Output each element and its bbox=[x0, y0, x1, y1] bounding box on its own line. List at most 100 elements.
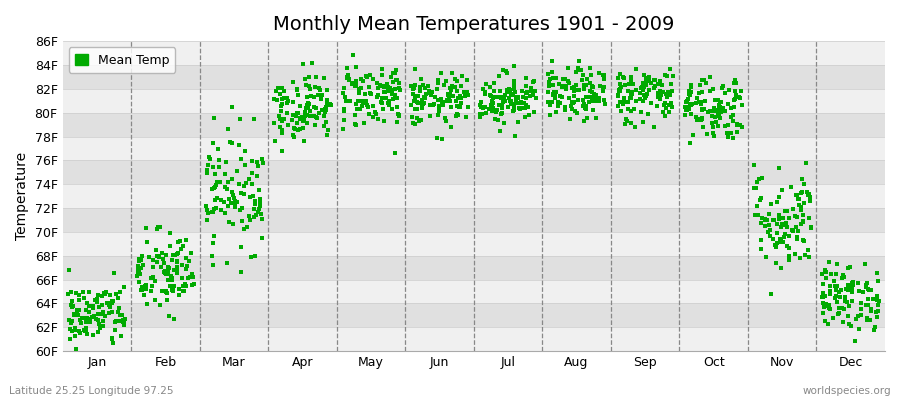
Point bbox=[569, 86, 583, 93]
Point bbox=[320, 132, 334, 138]
Point bbox=[819, 274, 833, 281]
Point bbox=[70, 308, 85, 314]
Point bbox=[79, 327, 94, 333]
Point bbox=[220, 186, 234, 192]
Point bbox=[422, 102, 436, 108]
Point bbox=[727, 96, 742, 103]
Point bbox=[275, 96, 290, 102]
Point bbox=[691, 99, 706, 105]
Point bbox=[706, 86, 720, 93]
Point bbox=[696, 124, 710, 130]
Point bbox=[822, 259, 836, 266]
Point bbox=[223, 139, 238, 145]
Point bbox=[139, 286, 153, 292]
Point bbox=[292, 103, 307, 110]
Point bbox=[207, 114, 221, 121]
Point bbox=[460, 104, 474, 110]
Point bbox=[446, 93, 460, 99]
Point bbox=[621, 105, 635, 112]
Point bbox=[665, 104, 680, 110]
Point bbox=[518, 102, 533, 108]
Point bbox=[366, 103, 381, 110]
Point bbox=[176, 288, 191, 295]
Point bbox=[414, 76, 428, 82]
Point bbox=[695, 88, 709, 95]
Point bbox=[226, 221, 240, 227]
Point bbox=[113, 312, 128, 318]
Point bbox=[816, 294, 831, 300]
Point bbox=[728, 76, 742, 83]
Point bbox=[583, 79, 598, 86]
Point bbox=[832, 289, 846, 295]
Point bbox=[173, 238, 187, 244]
Point bbox=[547, 93, 562, 100]
Point bbox=[492, 102, 507, 108]
Point bbox=[659, 91, 673, 98]
Point bbox=[352, 90, 366, 96]
Point bbox=[796, 181, 811, 187]
Point bbox=[383, 86, 398, 93]
Point bbox=[804, 225, 818, 232]
Point bbox=[622, 81, 636, 87]
Point bbox=[355, 102, 369, 109]
Point bbox=[165, 287, 179, 293]
Point bbox=[651, 90, 665, 96]
Point bbox=[218, 184, 232, 191]
Bar bbox=[62, 41, 885, 65]
Point bbox=[71, 306, 86, 313]
Point bbox=[574, 67, 589, 73]
Point bbox=[713, 109, 727, 116]
Point bbox=[200, 216, 214, 223]
Point bbox=[860, 302, 874, 308]
Point bbox=[624, 93, 638, 99]
Point bbox=[517, 100, 531, 106]
Point bbox=[561, 64, 575, 71]
Point bbox=[496, 67, 510, 73]
Point bbox=[655, 89, 670, 95]
Point bbox=[150, 259, 165, 266]
Point bbox=[637, 72, 652, 78]
Point bbox=[664, 88, 679, 94]
Point bbox=[507, 82, 521, 88]
Point bbox=[724, 114, 738, 120]
Point bbox=[579, 106, 593, 113]
Point bbox=[838, 298, 852, 304]
Point bbox=[218, 171, 232, 178]
Point bbox=[860, 314, 874, 321]
Point bbox=[543, 76, 557, 82]
Point bbox=[705, 113, 719, 119]
Point bbox=[725, 118, 740, 124]
Point bbox=[134, 265, 148, 272]
Point bbox=[778, 222, 793, 228]
Point bbox=[413, 84, 428, 90]
Point bbox=[116, 322, 130, 328]
Point bbox=[503, 91, 517, 98]
Point bbox=[796, 218, 810, 224]
Point bbox=[76, 327, 91, 333]
Point bbox=[626, 106, 641, 112]
Point bbox=[513, 99, 527, 106]
Point bbox=[774, 265, 788, 271]
Point bbox=[205, 253, 220, 259]
Point bbox=[821, 321, 835, 327]
Point bbox=[317, 112, 331, 119]
Point bbox=[816, 281, 831, 288]
Point bbox=[93, 325, 107, 332]
Point bbox=[721, 134, 735, 140]
Point bbox=[431, 80, 446, 86]
Point bbox=[565, 106, 580, 112]
Point bbox=[132, 271, 147, 277]
Point bbox=[348, 100, 363, 107]
Point bbox=[92, 303, 106, 310]
Point bbox=[303, 93, 318, 100]
Point bbox=[297, 76, 311, 82]
Point bbox=[115, 319, 130, 326]
Point bbox=[730, 121, 744, 127]
Point bbox=[492, 128, 507, 135]
Point bbox=[815, 291, 830, 298]
Point bbox=[641, 110, 655, 117]
Point bbox=[870, 270, 885, 276]
Point bbox=[778, 208, 792, 214]
Point bbox=[448, 98, 463, 104]
Point bbox=[154, 250, 168, 256]
